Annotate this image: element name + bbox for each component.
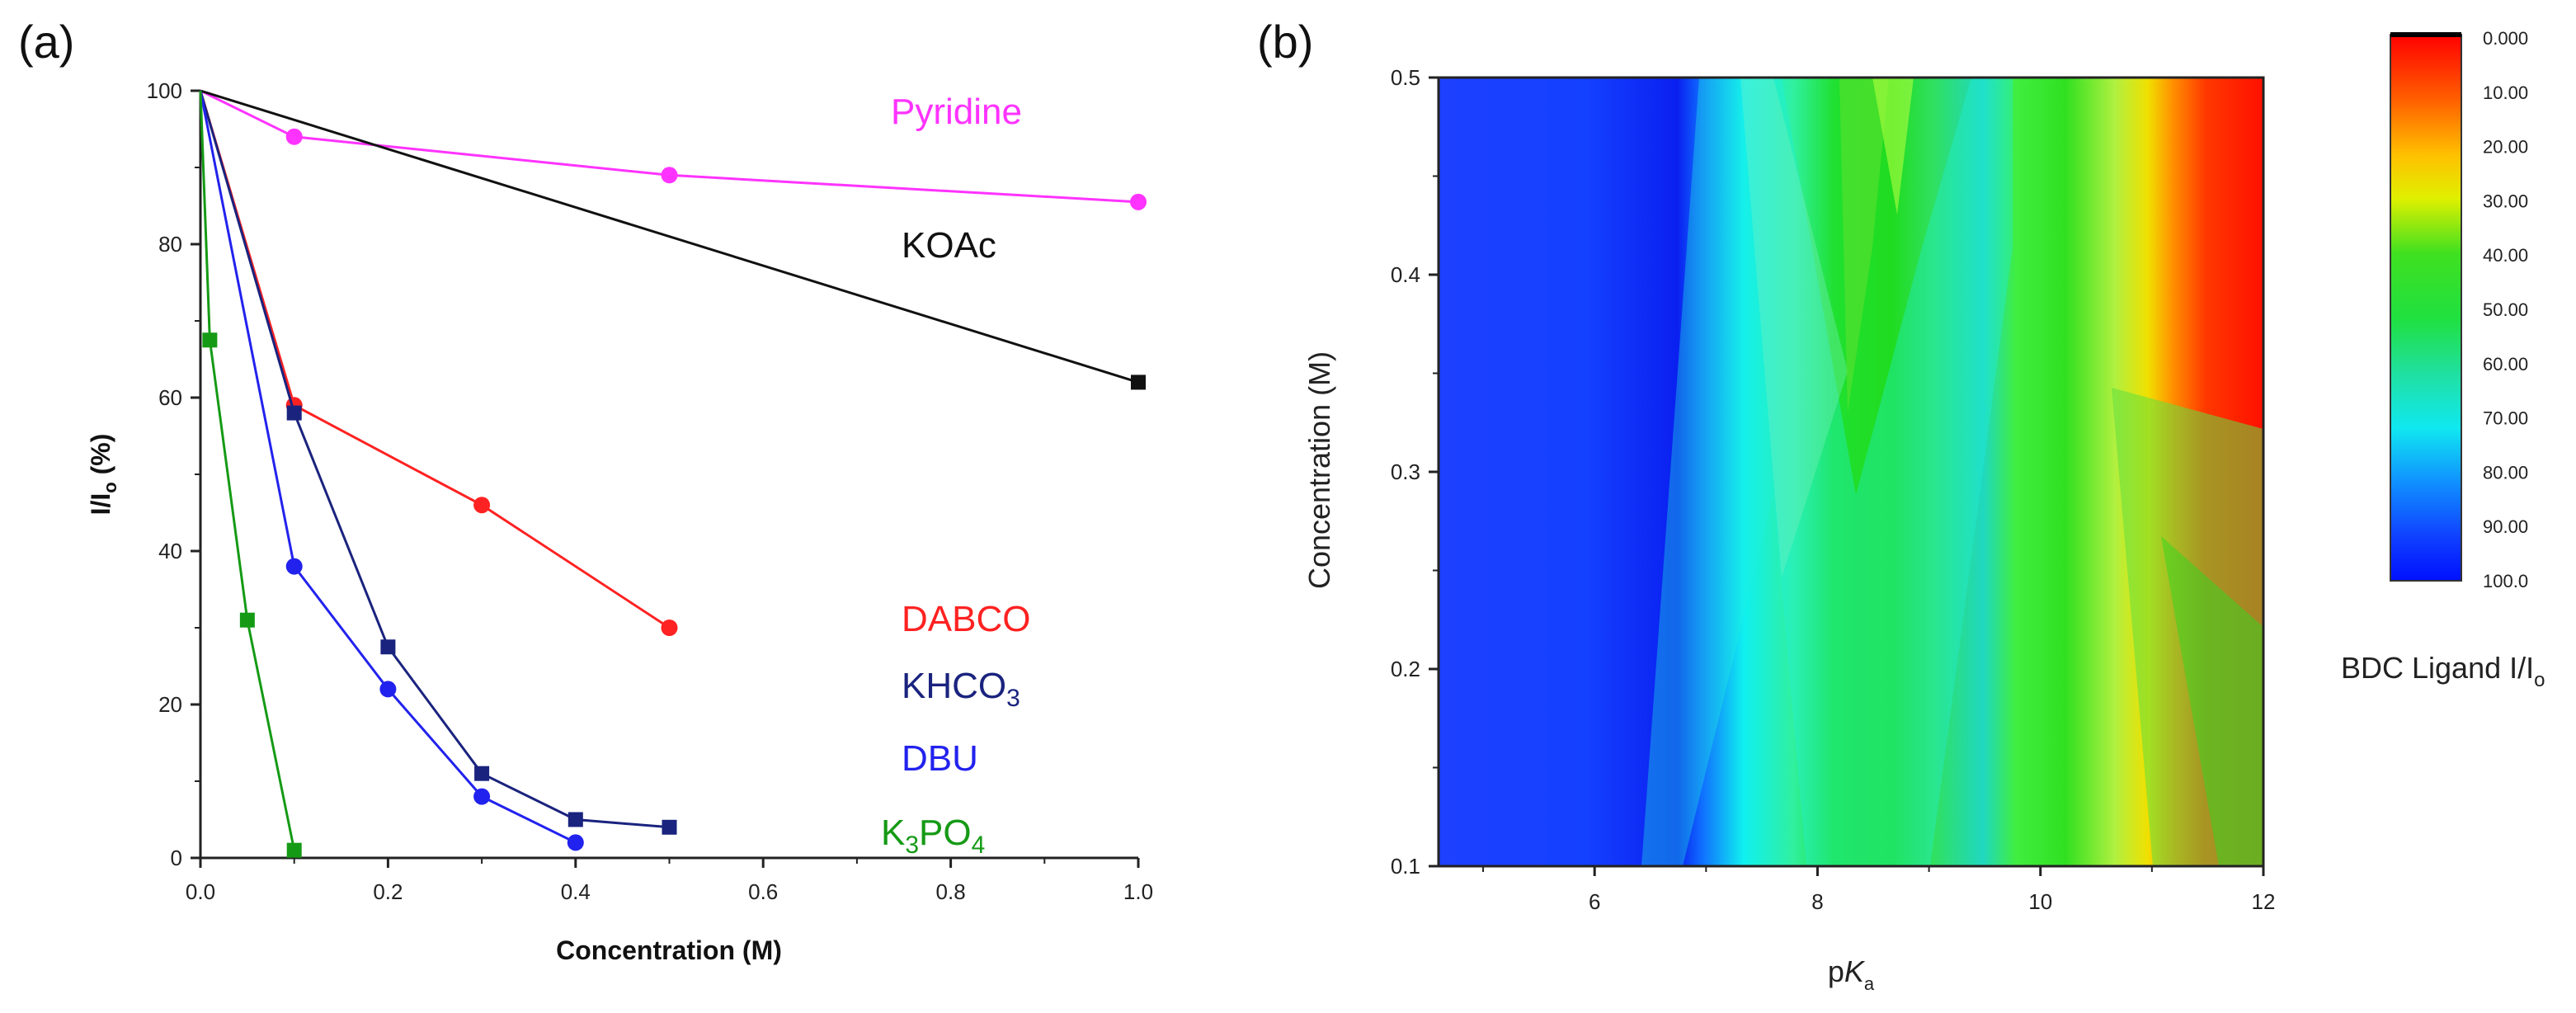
colorbar [2390, 34, 2462, 582]
colorbar-tick-label: 80.00 [2483, 462, 2528, 483]
panel-a-x-tick-label: 0.2 [373, 879, 403, 904]
panel-b-x-tick-label: 12 [2252, 889, 2276, 914]
colorbar-title-sub: o [2534, 669, 2545, 691]
colorbar-tick-label: 20.00 [2483, 137, 2528, 158]
panel-a-series [199, 89, 1147, 858]
colorbar-tick-label: 10.00 [2483, 82, 2528, 103]
panel-a-x-tick-label: 0.4 [561, 879, 591, 904]
panel-b-x-axis-title-sub: a [1864, 973, 1875, 994]
data-point-pyridine [1130, 193, 1147, 210]
colorbar-tick-label: 60.00 [2483, 354, 2528, 375]
series-label-k3po4: K3PO4 [881, 813, 985, 859]
series-label-k3po4-sub1: 3 [905, 832, 919, 859]
panel-b-y-tick-label: 0.1 [1391, 854, 1420, 879]
series-line-k3po4 [199, 90, 296, 850]
panel-a-y-tick-label: 100 [147, 78, 182, 103]
data-point-pyridine [661, 167, 678, 184]
series-label-k3po4-k: K [881, 813, 905, 853]
series-label-k3po4-sub2: 4 [972, 832, 986, 859]
colorbar-tick-label: 70.00 [2483, 408, 2528, 429]
panel-a-y-axis-title-main: I/I [86, 493, 115, 516]
heatmap-yellow-notch [1872, 78, 1914, 214]
series-label-khco3: KHCO3 [902, 666, 1020, 712]
series-label-khco3-main: KHCO [902, 666, 1006, 706]
data-point-k3po4 [202, 332, 218, 348]
series-line-khco3 [199, 90, 670, 829]
panel-b-y-tick-label: 0.4 [1391, 262, 1420, 287]
series-line-koac [200, 89, 1139, 384]
series-label-khco3-sub: 3 [1006, 685, 1020, 712]
series-label-k3po4-po: PO [919, 813, 972, 853]
panel-b-x-axis-title: pKa [1828, 954, 1875, 994]
panel-a-y-tick-label: 40 [158, 539, 182, 563]
data-point-khco3 [662, 819, 677, 835]
data-point-dbu [473, 788, 491, 805]
data-point-koac [1131, 375, 1146, 390]
panel-a-x-tick-label: 1.0 [1123, 879, 1153, 904]
panel-b-y-axis-title: Concentration (M) [1302, 351, 1336, 589]
panel-a-y-axis-title-sub: o [100, 482, 120, 492]
colorbar-tick-label: 100.0 [2483, 571, 2528, 591]
panel-b-x-tick-label: 6 [1589, 889, 1600, 914]
panel-a-y-tick-label: 60 [158, 385, 182, 410]
panel-a-y-axis-title: I/Io (%) [86, 434, 120, 516]
colorbar-tick-label: 40.00 [2483, 245, 2528, 266]
series-line-pyridine [200, 89, 1139, 204]
colorbar-tick-label: 50.00 [2483, 299, 2528, 320]
heatmap-field [1439, 78, 2263, 866]
panel-a-y-tick-label: 20 [158, 692, 182, 717]
data-point-k3po4 [286, 842, 302, 858]
heatmap-green-notch [1839, 78, 1889, 412]
panel-a-y-tick-label: 80 [158, 232, 182, 257]
panel-a-axes: 0.0 0.2 0.4 0.6 0.8 1.0 0 20 40 60 80 100 [147, 78, 1153, 904]
panel-a-x-axis-title: Concentration (M) [556, 935, 782, 965]
data-point-k3po4 [239, 612, 255, 628]
panel-b-x-axis-title-k: K [1844, 954, 1866, 988]
data-point-khco3 [380, 639, 396, 655]
series-line-dbu [199, 90, 577, 844]
data-point-khco3 [286, 405, 302, 421]
series-line-dabco [199, 90, 671, 629]
data-point-dabco [473, 497, 491, 514]
panel-a-x-tick-label: 0.6 [748, 879, 778, 904]
panel-b-y-tick-label: 0.2 [1391, 657, 1420, 681]
colorbar-title: BDC Ligand I/Io [2341, 651, 2545, 691]
panel-b-y-tick-label: 0.5 [1391, 65, 1420, 90]
colorbar-tick-label: 90.00 [2483, 516, 2528, 537]
heatmap-light-band [1740, 78, 1848, 577]
series-label-pyridine: Pyridine [891, 92, 1022, 132]
data-point-pyridine [285, 128, 303, 145]
data-point-khco3 [474, 766, 490, 781]
panel-a-y-axis-title-suffix: (%) [86, 434, 115, 483]
series-label-dbu: DBU [902, 738, 978, 779]
heatmap-corner-wedge [2161, 536, 2263, 866]
panel-b-label: (b) [1257, 16, 1313, 68]
panel-b-x-axis-title-p: p [1828, 954, 1844, 988]
colorbar-tick-label: 0.000 [2483, 28, 2528, 49]
panel-a-x-tick-label: 0.8 [936, 879, 966, 904]
panel-a-x-tick-label: 0.0 [186, 879, 215, 904]
series-label-dabco: DABCO [902, 599, 1030, 639]
panel-b-axes: 6 8 10 12 0.1 0.2 0.3 0.4 0.5 [1391, 65, 2276, 914]
colorbar-labels: 0.000 10.00 20.00 30.00 40.00 50.00 60.00 70.00… [2483, 28, 2528, 591]
data-point-dbu [285, 558, 303, 575]
colorbar-title-main: BDC Ligand I/I [2341, 651, 2534, 685]
heatmap-cyan-band [1641, 78, 2013, 866]
data-point-dabco [661, 620, 678, 636]
series-label-koac: KOAc [902, 225, 996, 266]
colorbar-tick-label: 30.00 [2483, 191, 2528, 211]
data-point-khco3 [567, 812, 583, 827]
panel-a-y-tick-label: 0 [171, 846, 182, 870]
panel-a-label: (a) [18, 16, 74, 68]
panel-b-x-tick-label: 8 [1811, 889, 1823, 914]
panel-b-x-tick-label: 10 [2028, 889, 2052, 914]
data-point-dbu [567, 834, 584, 851]
data-point-dbu [379, 681, 397, 698]
panel-b-y-tick-label: 0.3 [1391, 459, 1420, 484]
